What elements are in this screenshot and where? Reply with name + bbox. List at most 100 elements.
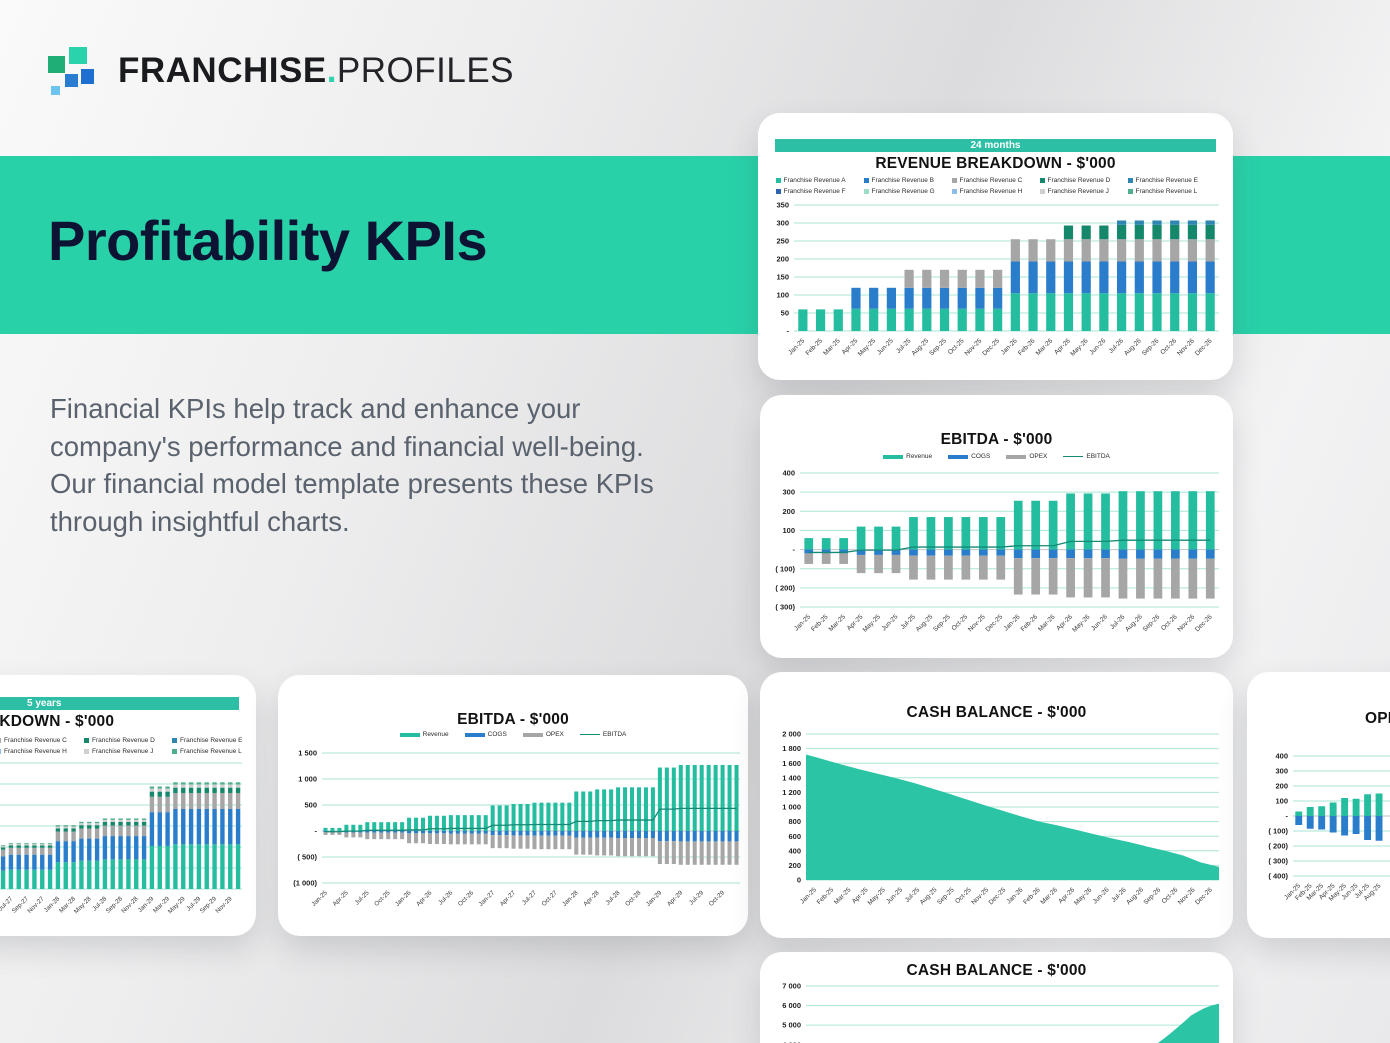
svg-text:1 000: 1 000	[782, 803, 801, 812]
svg-text:Sep-26: Sep-26	[1142, 886, 1162, 906]
svg-text:Jan-26: Jan-26	[1006, 886, 1025, 905]
svg-text:Oct-26: Oct-26	[457, 889, 476, 908]
svg-text:( 400): ( 400)	[1268, 872, 1288, 881]
svg-text:Jan-28: Jan-28	[561, 889, 580, 908]
svg-text:-: -	[793, 545, 796, 554]
svg-text:Feb-26: Feb-26	[1022, 886, 1042, 906]
svg-text:Oct-25: Oct-25	[373, 889, 392, 908]
legend-item: OPEX	[522, 731, 564, 738]
svg-text:Jan-26: Jan-26	[394, 889, 413, 908]
svg-text:( 100): ( 100)	[1268, 827, 1288, 836]
legend-item: Franchise Revenue D	[84, 737, 172, 744]
svg-text:300: 300	[776, 219, 789, 228]
svg-text:May-25: May-25	[862, 613, 883, 634]
svg-text:Aug-25: Aug-25	[915, 613, 935, 633]
svg-text:Sep-25: Sep-25	[936, 886, 956, 906]
svg-text:( 200): ( 200)	[775, 583, 795, 592]
svg-text:Aug-26: Aug-26	[1124, 613, 1144, 633]
cash-balance-24m-card: CASH BALANCE - $'000 2 000 1 800 1 600 1 40…	[760, 672, 1233, 938]
svg-text:Nov-26: Nov-26	[1176, 613, 1196, 633]
svg-text:800: 800	[788, 817, 801, 826]
svg-text:May-26: May-26	[1069, 337, 1090, 358]
svg-text:350: 350	[776, 201, 789, 210]
svg-text:Mar-25: Mar-25	[833, 886, 853, 906]
svg-text:Jan-26: Jan-26	[1000, 337, 1019, 356]
cash-balance-24m-chart: 2 000 1 800 1 600 1 400 1 200 1 000 800 600 400 2…	[782, 730, 1219, 907]
svg-text:Dec-25: Dec-25	[981, 337, 1001, 357]
svg-text:Jun-26: Jun-26	[1088, 337, 1107, 356]
logo-square-blue-mid	[65, 74, 78, 87]
svg-text:Nov-25: Nov-25	[970, 886, 990, 906]
svg-text:Jul-29: Jul-29	[688, 889, 705, 906]
svg-text:Aug-26: Aug-26	[1123, 337, 1143, 357]
svg-text:1 200: 1 200	[782, 788, 801, 797]
svg-text:Oct-28: Oct-28	[624, 889, 643, 908]
svg-text:Jul-27: Jul-27	[521, 889, 538, 906]
svg-text:200: 200	[788, 861, 801, 870]
svg-text:Feb-26: Feb-26	[1017, 337, 1037, 357]
svg-text:100: 100	[776, 291, 789, 300]
svg-text:Jul-25: Jul-25	[354, 889, 371, 906]
svg-text:Apr-26: Apr-26	[415, 889, 434, 908]
svg-text:Oct-27: Oct-27	[540, 889, 559, 908]
svg-text:Feb-25: Feb-25	[804, 337, 824, 357]
svg-text:Dec-26: Dec-26	[1194, 337, 1214, 357]
svg-text:200: 200	[782, 507, 795, 516]
svg-text:Oct-29: Oct-29	[708, 889, 727, 908]
legend-item: COGS	[948, 453, 990, 460]
svg-text:600: 600	[788, 832, 801, 841]
svg-text:( 300): ( 300)	[1268, 857, 1288, 866]
legend-item: Franchise Revenue B	[863, 177, 952, 184]
svg-text:Oct-25: Oct-25	[947, 337, 966, 356]
chart-title: CASH BALANCE - $'000	[906, 962, 1087, 979]
svg-text:Feb-25: Feb-25	[816, 886, 836, 906]
svg-text:Sep-26: Sep-26	[1141, 337, 1161, 357]
svg-text:Oct-26: Oct-26	[1159, 337, 1178, 356]
logo-text: FRANCHISE.PROFILES	[118, 51, 514, 91]
svg-text:2 000: 2 000	[782, 730, 801, 739]
svg-text:Jun-26: Jun-26	[1092, 886, 1111, 905]
svg-text:Sep-25: Sep-25	[928, 337, 948, 357]
legend-item: COGS	[464, 731, 507, 738]
svg-text:(1 000): (1 000)	[293, 879, 317, 888]
svg-text:Nov-28: Nov-28	[120, 895, 140, 915]
svg-text:1 400: 1 400	[782, 773, 801, 782]
svg-text:Apr-27: Apr-27	[499, 889, 518, 908]
svg-text:Jan-27: Jan-27	[478, 889, 497, 908]
revenue-breakdown-5y-card: 5 years REVENUE BREAKDOWN - $'000 Franch…	[0, 675, 256, 936]
svg-text:Feb-26: Feb-26	[1020, 613, 1040, 633]
svg-text:Apr-28: Apr-28	[582, 889, 601, 908]
logo-mark-icon	[48, 42, 98, 100]
chart-legend: Revenue COGS OPEX EBITDA	[278, 731, 748, 738]
svg-text:400: 400	[1275, 752, 1288, 761]
svg-text:( 300): ( 300)	[775, 603, 795, 612]
svg-text:Jun-25: Jun-25	[885, 886, 904, 905]
chart-title: OPE	[1365, 710, 1390, 727]
chart-title: EBITDA - $'000	[457, 711, 569, 728]
svg-text:Jan-26: Jan-26	[1003, 613, 1022, 632]
logo: FRANCHISE.PROFILES	[48, 42, 514, 100]
svg-text:Nov-26: Nov-26	[1176, 337, 1196, 357]
svg-text:Jan-25: Jan-25	[787, 337, 806, 356]
svg-text:Aug-25: Aug-25	[919, 886, 939, 906]
period-banner-5-years: 5 years	[0, 697, 239, 710]
svg-text:May-26: May-26	[1071, 613, 1092, 634]
revenue-breakdown-24m-card: 24 months REVENUE BREAKDOWN - $'000 Fran…	[758, 113, 1233, 380]
legend-item: Revenue	[399, 731, 449, 738]
svg-text:0: 0	[797, 876, 801, 885]
chart-legend: Revenue COGS OPEX EBITDA	[760, 453, 1233, 460]
legend-item: Franchise Revenue L	[1127, 188, 1216, 195]
svg-text:May-25: May-25	[857, 337, 878, 358]
logo-text-dot: .	[326, 51, 337, 90]
logo-square-blue-large	[81, 69, 94, 84]
page-title: Profitability KPIs	[48, 209, 488, 272]
svg-text:Feb-25: Feb-25	[810, 613, 830, 633]
chart-title: EBITDA - $'000	[940, 431, 1053, 448]
svg-text:150: 150	[776, 273, 789, 282]
